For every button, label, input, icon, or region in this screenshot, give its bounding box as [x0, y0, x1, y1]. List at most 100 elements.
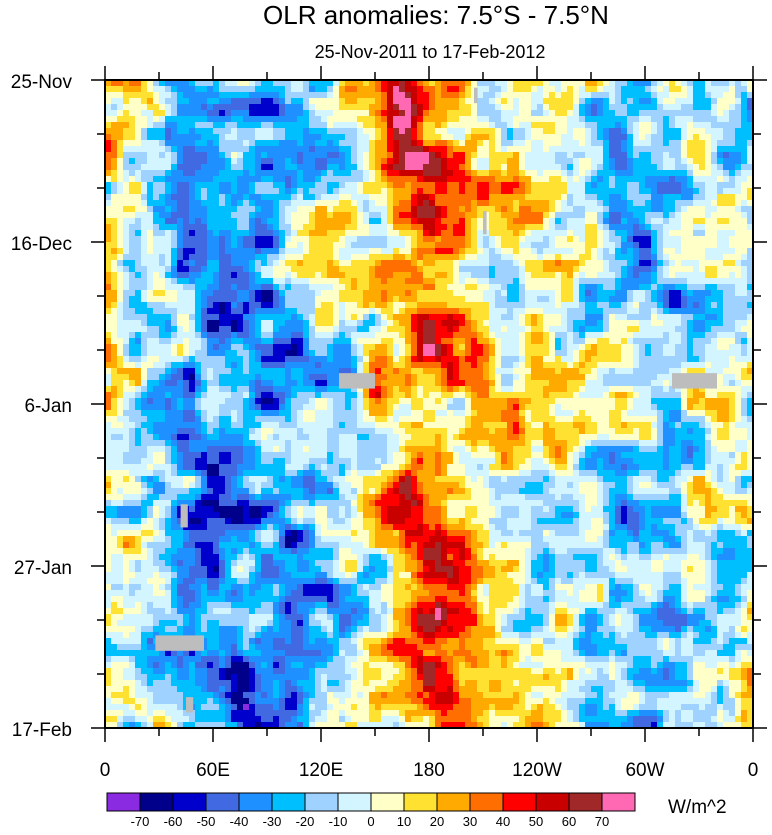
field-cell	[603, 266, 610, 273]
field-cell	[369, 254, 376, 261]
field-cell	[429, 296, 436, 303]
field-cell	[399, 260, 406, 267]
field-cell	[135, 266, 142, 273]
field-cell	[303, 320, 310, 327]
field-cell	[621, 338, 628, 345]
field-cell	[711, 314, 718, 321]
field-cell	[447, 338, 454, 345]
field-cell	[159, 86, 166, 93]
field-cell	[501, 176, 508, 183]
field-cell	[657, 308, 664, 315]
field-cell	[621, 326, 628, 333]
field-cell	[231, 116, 238, 123]
field-cell	[465, 110, 472, 117]
field-cell	[429, 86, 436, 93]
field-cell	[357, 128, 364, 135]
field-cell	[597, 314, 604, 321]
field-cell	[627, 140, 634, 147]
field-cell	[153, 158, 160, 165]
field-cell	[717, 152, 724, 159]
field-cell	[615, 206, 622, 213]
field-cell	[357, 242, 364, 249]
field-cell	[693, 86, 700, 93]
field-cell	[291, 338, 298, 345]
field-cell	[237, 128, 244, 135]
field-cell	[333, 338, 340, 345]
field-cell	[621, 86, 628, 93]
field-cell	[597, 146, 604, 153]
field-cell	[621, 116, 628, 123]
field-cell	[159, 338, 166, 345]
field-cell	[501, 248, 508, 255]
field-cell	[111, 266, 118, 273]
field-cell	[411, 164, 418, 171]
field-cell	[141, 212, 148, 219]
field-cell	[333, 98, 340, 105]
field-cell	[615, 242, 622, 249]
field-cell	[279, 206, 286, 213]
field-cell	[375, 140, 382, 147]
field-cell	[627, 332, 634, 339]
field-cell	[171, 212, 178, 219]
field-cell	[465, 152, 472, 159]
field-cell	[231, 200, 238, 207]
field-cell	[483, 200, 490, 207]
field-cell	[459, 326, 466, 333]
field-cell	[543, 128, 550, 135]
field-cell	[543, 134, 550, 141]
field-cell	[147, 356, 154, 363]
field-cell	[519, 272, 526, 279]
field-cell	[123, 140, 130, 147]
field-cell	[453, 320, 460, 327]
field-cell	[435, 350, 442, 357]
field-cell	[573, 110, 580, 117]
field-cell	[549, 152, 556, 159]
field-cell	[495, 128, 502, 135]
field-cell	[705, 194, 712, 201]
field-cell	[579, 104, 586, 111]
field-cell	[339, 80, 346, 87]
field-cell	[351, 338, 358, 345]
field-cell	[699, 200, 706, 207]
field-cell	[261, 284, 268, 291]
field-cell	[651, 230, 658, 237]
field-cell	[369, 206, 376, 213]
field-cell	[375, 344, 382, 351]
field-cell	[597, 92, 604, 99]
field-cell	[219, 188, 226, 195]
field-cell	[159, 188, 166, 195]
field-cell	[225, 254, 232, 261]
field-cell	[639, 92, 646, 99]
field-cell	[171, 344, 178, 351]
field-cell	[573, 116, 580, 123]
field-cell	[219, 344, 226, 351]
field-cell	[147, 110, 154, 117]
field-cell	[399, 128, 406, 135]
field-cell	[669, 314, 676, 321]
field-cell	[747, 320, 753, 327]
field-cell	[675, 320, 682, 327]
field-cell	[399, 332, 406, 339]
field-cell	[213, 290, 220, 297]
field-cell	[741, 248, 748, 255]
field-cell	[687, 176, 694, 183]
field-cell	[153, 212, 160, 219]
field-cell	[381, 188, 388, 195]
field-cell	[357, 212, 364, 219]
field-cell	[225, 164, 232, 171]
field-cell	[369, 344, 376, 351]
field-cell	[135, 284, 142, 291]
field-cell	[159, 200, 166, 207]
field-cell	[183, 80, 190, 87]
field-cell	[147, 206, 154, 213]
field-cell	[333, 182, 340, 189]
field-cell	[417, 158, 424, 165]
field-cell	[687, 350, 694, 357]
field-cell	[645, 164, 652, 171]
field-cell	[405, 86, 412, 93]
field-cell	[615, 134, 622, 141]
field-cell	[579, 338, 586, 345]
field-cell	[213, 320, 220, 327]
field-cell	[597, 80, 604, 87]
field-cell	[237, 206, 244, 213]
